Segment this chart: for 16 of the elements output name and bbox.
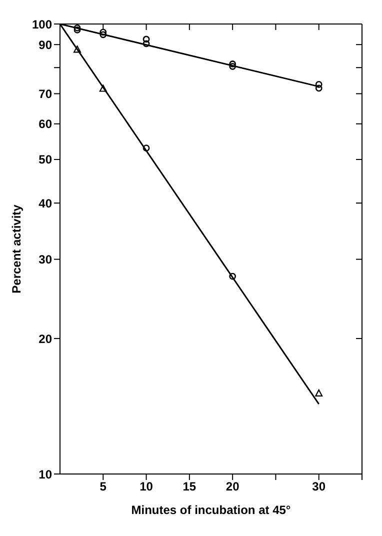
y-tick-label: 90 xyxy=(38,38,52,52)
y-tick-label: 10 xyxy=(38,467,52,482)
x-tick-label: 10 xyxy=(140,480,154,494)
y-tick-label: 30 xyxy=(38,252,52,267)
x-tick-label: 15 xyxy=(182,480,196,494)
y-axis-title: Percent activity xyxy=(9,204,24,294)
x-tick-label: 5 xyxy=(100,480,107,494)
x-tick-label: 20 xyxy=(226,480,240,494)
x-axis-title: Minutes of incubation at 45° xyxy=(131,503,291,517)
y-tick-label: 20 xyxy=(38,332,52,346)
y-tick-label: 70 xyxy=(38,86,52,101)
y-tick-label: 60 xyxy=(38,117,52,132)
y-tick-label: 50 xyxy=(38,152,52,167)
x-tick-label: 30 xyxy=(312,480,326,494)
y-tick-label: 40 xyxy=(38,196,52,210)
y-tick-label: 100 xyxy=(32,17,52,32)
